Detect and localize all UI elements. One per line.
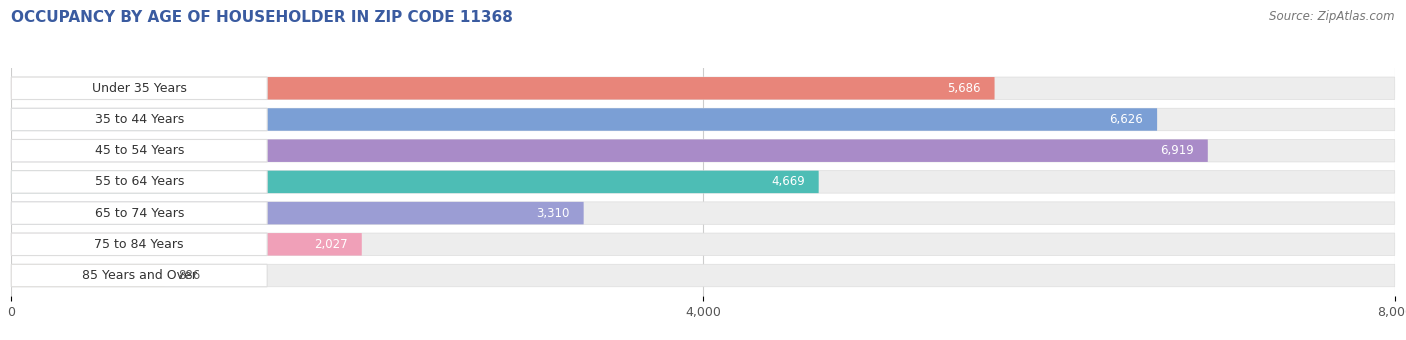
FancyBboxPatch shape bbox=[11, 264, 267, 287]
FancyBboxPatch shape bbox=[11, 202, 583, 224]
Text: 85 Years and Over: 85 Years and Over bbox=[82, 269, 197, 282]
FancyBboxPatch shape bbox=[11, 233, 361, 256]
FancyBboxPatch shape bbox=[11, 108, 1157, 131]
FancyBboxPatch shape bbox=[11, 171, 1395, 193]
FancyBboxPatch shape bbox=[11, 171, 818, 193]
Text: Source: ZipAtlas.com: Source: ZipAtlas.com bbox=[1270, 10, 1395, 23]
Text: 5,686: 5,686 bbox=[948, 82, 981, 95]
FancyBboxPatch shape bbox=[11, 233, 1395, 256]
FancyBboxPatch shape bbox=[11, 264, 165, 287]
Text: 6,919: 6,919 bbox=[1160, 144, 1194, 157]
FancyBboxPatch shape bbox=[11, 108, 267, 131]
FancyBboxPatch shape bbox=[11, 139, 267, 162]
FancyBboxPatch shape bbox=[11, 171, 267, 193]
Text: 6,626: 6,626 bbox=[1109, 113, 1143, 126]
Text: 4,669: 4,669 bbox=[770, 175, 804, 188]
Text: 35 to 44 Years: 35 to 44 Years bbox=[94, 113, 184, 126]
FancyBboxPatch shape bbox=[11, 77, 994, 100]
FancyBboxPatch shape bbox=[11, 202, 267, 224]
Text: 2,027: 2,027 bbox=[315, 238, 347, 251]
Text: 65 to 74 Years: 65 to 74 Years bbox=[94, 207, 184, 220]
Text: 3,310: 3,310 bbox=[537, 207, 569, 220]
Text: OCCUPANCY BY AGE OF HOUSEHOLDER IN ZIP CODE 11368: OCCUPANCY BY AGE OF HOUSEHOLDER IN ZIP C… bbox=[11, 10, 513, 25]
FancyBboxPatch shape bbox=[11, 264, 1395, 287]
Text: 45 to 54 Years: 45 to 54 Years bbox=[94, 144, 184, 157]
Text: 886: 886 bbox=[179, 269, 201, 282]
Text: 75 to 84 Years: 75 to 84 Years bbox=[94, 238, 184, 251]
FancyBboxPatch shape bbox=[11, 77, 1395, 100]
FancyBboxPatch shape bbox=[11, 202, 1395, 224]
Text: Under 35 Years: Under 35 Years bbox=[91, 82, 187, 95]
FancyBboxPatch shape bbox=[11, 233, 267, 256]
FancyBboxPatch shape bbox=[11, 108, 1395, 131]
FancyBboxPatch shape bbox=[11, 77, 267, 100]
FancyBboxPatch shape bbox=[11, 139, 1395, 162]
Text: 55 to 64 Years: 55 to 64 Years bbox=[94, 175, 184, 188]
FancyBboxPatch shape bbox=[11, 139, 1208, 162]
